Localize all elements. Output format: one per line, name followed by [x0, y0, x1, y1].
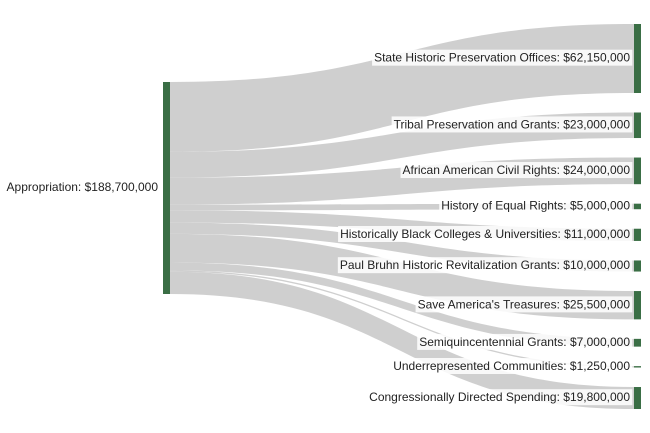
- node-underrepresented-communities: [634, 366, 641, 368]
- node-appropriation: [163, 82, 170, 294]
- link-congressionally-directed-spending: [170, 271, 634, 409]
- label-tribal-preservation-and-grants: Tribal Preservation and Grants: $23,000,…: [394, 117, 631, 131]
- node-tribal-preservation-and-grants: [634, 112, 641, 139]
- label-background: [367, 389, 633, 406]
- node-semiquincentennial-grants: [634, 338, 641, 347]
- label-background: [372, 49, 633, 66]
- label-appropriation: Appropriation: $188,700,000: [7, 180, 159, 194]
- link-underrepresented-communities: [170, 270, 634, 368]
- label-underrepresented-communities: Underrepresented Communities: $1,250,000: [393, 359, 630, 373]
- label-african-american-civil-rights: African American Civil Rights: $24,000,0…: [403, 163, 631, 177]
- label-save-america-s-treasures: Save America's Treasures: $25,500,000: [418, 297, 631, 311]
- label-congressionally-directed-spending: Congressionally Directed Spending: $19,8…: [369, 390, 630, 404]
- label-group-state-historic-preservation-offices: State Historic Preservation Offices: $62…: [372, 49, 633, 66]
- label-group-historically-black-colleges-universities: Historically Black Colleges & Universiti…: [338, 226, 633, 243]
- node-african-american-civil-rights: [634, 157, 641, 185]
- link-semiquincentennial-grants: [170, 262, 634, 347]
- label-background: [338, 226, 633, 243]
- label-group-congressionally-directed-spending: Congressionally Directed Spending: $19,8…: [367, 389, 633, 406]
- label-group-semiquincentennial-grants: Semiquincentennial Grants: $7,000,000: [417, 333, 633, 350]
- label-background: [439, 197, 633, 214]
- node-history-of-equal-rights: [634, 203, 641, 210]
- label-group-save-america-s-treasures: Save America's Treasures: $25,500,000: [415, 296, 633, 313]
- label-semiquincentennial-grants: Semiquincentennial Grants: $7,000,000: [419, 335, 630, 349]
- label-background: [391, 357, 633, 374]
- node-paul-bruhn-historic-revitalization-grants: [634, 260, 641, 272]
- label-group-tribal-preservation-and-grants: Tribal Preservation and Grants: $23,000,…: [391, 116, 633, 133]
- node-state-historic-preservation-offices: [634, 24, 641, 93]
- label-background: [400, 162, 633, 179]
- node-save-america-s-treasures: [634, 291, 641, 320]
- label-background: [337, 257, 633, 274]
- label-group-paul-bruhn-historic-revitalization-grants: Paul Bruhn Historic Revitalization Grant…: [337, 257, 633, 274]
- label-paul-bruhn-historic-revitalization-grants: Paul Bruhn Historic Revitalization Grant…: [340, 258, 630, 272]
- label-group-underrepresented-communities: Underrepresented Communities: $1,250,000: [391, 357, 633, 374]
- label-historically-black-colleges-universities: Historically Black Colleges & Universiti…: [340, 227, 630, 241]
- label-group-african-american-civil-rights: African American Civil Rights: $24,000,0…: [400, 162, 633, 179]
- label-background: [417, 333, 633, 350]
- label-state-historic-preservation-offices: State Historic Preservation Offices: $62…: [374, 51, 630, 65]
- node-congressionally-directed-spending: [634, 387, 641, 409]
- node-historically-black-colleges-universities: [634, 228, 641, 241]
- sankey-links: [170, 24, 634, 409]
- label-background: [415, 296, 633, 313]
- sankey-nodes: [163, 24, 641, 409]
- label-background: [391, 116, 633, 133]
- label-history-of-equal-rights: History of Equal Rights: $5,000,000: [441, 199, 630, 213]
- label-group-history-of-equal-rights: History of Equal Rights: $5,000,000: [439, 197, 633, 214]
- sankey-labels: Appropriation: $188,700,000 State Histori…: [7, 49, 633, 406]
